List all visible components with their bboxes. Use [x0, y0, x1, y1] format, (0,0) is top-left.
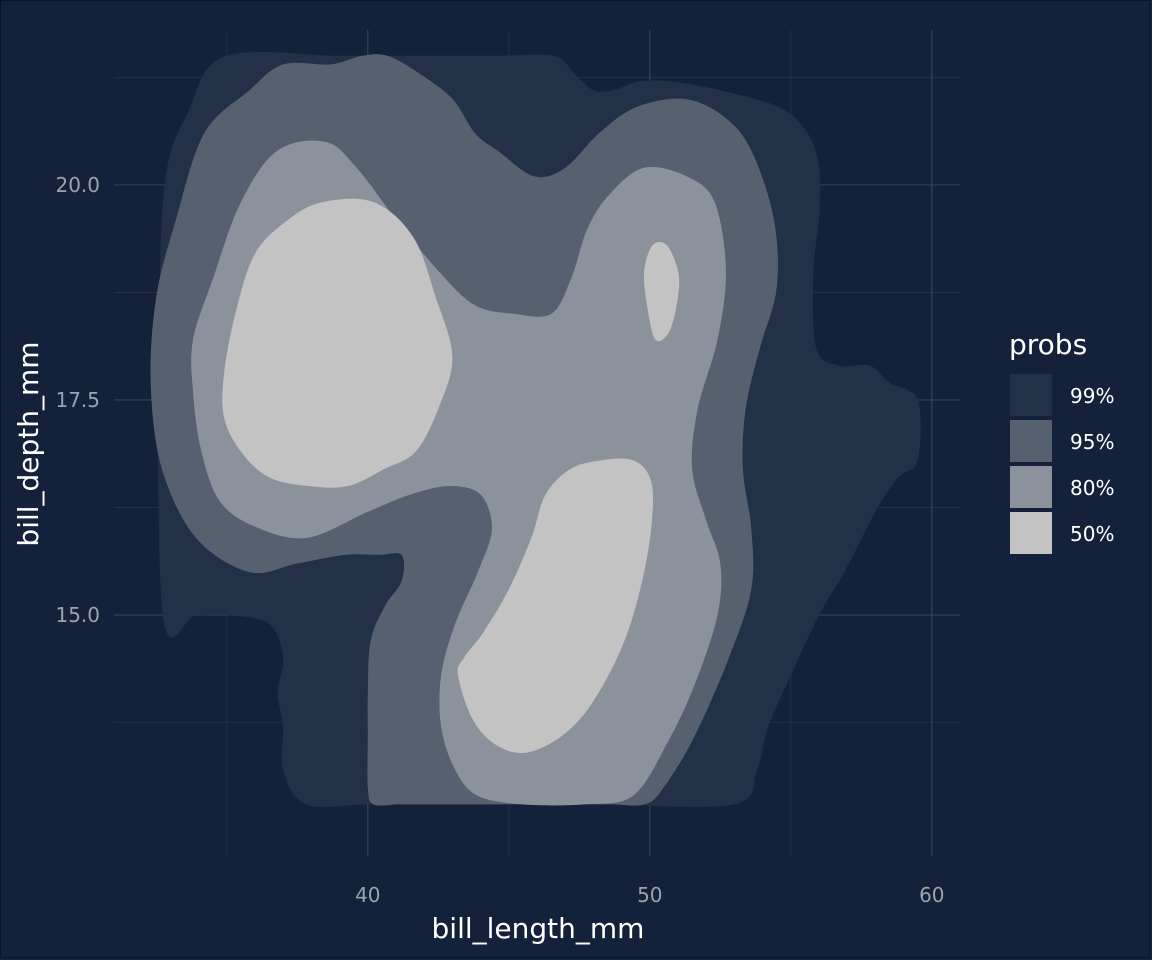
legend-swatch-80pct — [1010, 466, 1052, 508]
legend-label: 99% — [1070, 384, 1114, 408]
x-tick-label: 40 — [355, 883, 380, 907]
legend-swatch-95pct — [1010, 420, 1052, 462]
y-tick-label: 15.0 — [55, 603, 100, 627]
x-axis-title: bill_length_mm — [432, 912, 645, 945]
x-axis-tick-labels: 40 50 60 — [355, 883, 944, 907]
density-region-50pct-2 — [457, 458, 654, 754]
legend-label: 50% — [1070, 522, 1114, 546]
legend-label: 95% — [1070, 430, 1114, 454]
density-region-50pct-1 — [643, 241, 680, 342]
legend-title: probs — [1009, 328, 1087, 361]
legend: probs 99% 95% 80% 50% — [1009, 328, 1114, 554]
legend-swatch-99pct — [1010, 374, 1052, 416]
density-contours — [150, 51, 921, 807]
legend-label: 80% — [1070, 476, 1114, 500]
y-axis-title: bill_depth_mm — [12, 341, 45, 546]
y-tick-label: 20.0 — [55, 173, 100, 197]
density-region-50pct-0 — [222, 198, 453, 488]
y-axis-tick-labels: 15.0 17.5 20.0 — [55, 173, 100, 627]
x-tick-label: 60 — [919, 883, 944, 907]
legend-swatch-50pct — [1010, 512, 1052, 554]
x-tick-label: 50 — [637, 883, 662, 907]
y-tick-label: 17.5 — [55, 388, 100, 412]
